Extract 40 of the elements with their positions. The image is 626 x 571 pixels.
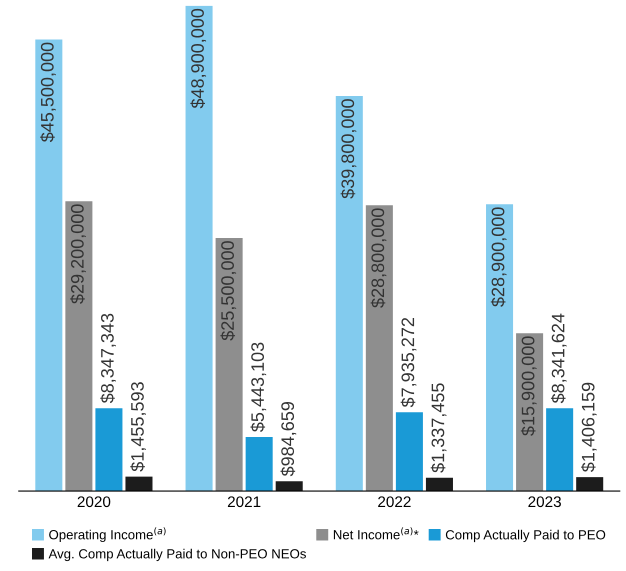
bar bbox=[396, 412, 423, 492]
data-label: $5,443,103 bbox=[250, 342, 266, 432]
data-label: $8,347,343 bbox=[100, 314, 116, 404]
data-label: $48,900,000 bbox=[190, 8, 206, 108]
data-label: $28,900,000 bbox=[490, 207, 507, 307]
bar bbox=[486, 204, 514, 492]
x-tick-label: 2020 bbox=[78, 496, 110, 508]
legend-label: Net Income$^{(a)}$* bbox=[334, 527, 419, 540]
bar bbox=[426, 478, 453, 492]
bar bbox=[35, 39, 62, 492]
data-label: $1,406,159 bbox=[580, 382, 597, 472]
legend-label: Operating Income$^{(a)}$ bbox=[49, 527, 166, 542]
bar bbox=[546, 408, 574, 492]
bar bbox=[276, 481, 303, 492]
data-label: $8,341,624 bbox=[550, 314, 567, 404]
data-label: $25,500,000 bbox=[220, 241, 236, 341]
bar bbox=[216, 238, 243, 492]
x-tick-label: 2021 bbox=[228, 496, 260, 508]
data-label: $1,455,593 bbox=[130, 382, 146, 472]
bar bbox=[366, 205, 393, 492]
bar bbox=[186, 6, 213, 492]
data-label: $29,200,000 bbox=[70, 204, 86, 304]
data-label: $984,659 bbox=[280, 402, 296, 476]
legend-label: Comp Actually Paid to PEO bbox=[446, 530, 606, 542]
data-label: $39,800,000 bbox=[340, 99, 356, 199]
data-label: $45,500,000 bbox=[40, 42, 56, 142]
x-tick-label: 2022 bbox=[378, 496, 411, 508]
bar bbox=[516, 333, 544, 492]
bar bbox=[65, 201, 92, 492]
data-label: $15,900,000 bbox=[520, 336, 537, 436]
bar bbox=[246, 437, 273, 492]
x-tick-label: 2023 bbox=[528, 496, 561, 508]
bar bbox=[125, 476, 152, 492]
legend-label: Avg. Comp Actually Paid to Non-PEO NEOs bbox=[48, 548, 306, 562]
bar bbox=[95, 408, 122, 492]
bar bbox=[576, 477, 604, 492]
bar bbox=[336, 96, 363, 492]
data-label: $28,800,000 bbox=[370, 208, 386, 308]
data-label: $7,935,272 bbox=[400, 318, 416, 408]
data-label: $1,337,455 bbox=[430, 383, 446, 473]
